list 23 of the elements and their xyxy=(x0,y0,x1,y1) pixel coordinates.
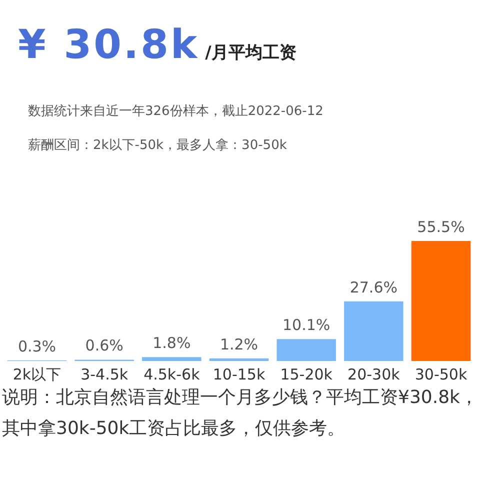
x-tick-label: 10-15k xyxy=(212,366,266,384)
bar xyxy=(209,358,269,361)
x-tick-label: 3-4.5k xyxy=(80,366,128,384)
chart-title: ¥ 30.8k/月平均工资 xyxy=(18,22,296,68)
data-label: 1.2% xyxy=(220,335,258,354)
x-tick-label: 4.5k-6k xyxy=(144,366,200,384)
bar xyxy=(142,357,202,361)
chart-subtitle: 数据统计来自近一年326份样本，截止2022-06-12 xyxy=(28,103,324,120)
data-label: 0.3% xyxy=(18,337,56,356)
x-tick-label: 20-30k xyxy=(348,366,400,384)
x-tick-label: 2k以下 xyxy=(12,366,62,384)
bar xyxy=(276,339,336,361)
text: 说明：北京自然语言处理一个月多少钱？平均工资¥30.8k，其中拿30k-50k工资占比最多，仅供参考。 xyxy=(2,386,479,441)
data-label: 1.8% xyxy=(152,334,191,352)
data-label: 27.6% xyxy=(350,278,398,296)
bar xyxy=(344,301,404,361)
text: 薪酬区间：2k以下-50k，最多人拿：30-50k xyxy=(28,137,287,154)
data-label: 0.6% xyxy=(85,336,124,355)
data-label: 55.5% xyxy=(417,218,465,236)
x-tick-label: 30-50k xyxy=(414,366,468,384)
data-label: 10.1% xyxy=(282,316,330,334)
bar xyxy=(411,241,471,361)
x-tick-label: 15-20k xyxy=(280,366,333,384)
